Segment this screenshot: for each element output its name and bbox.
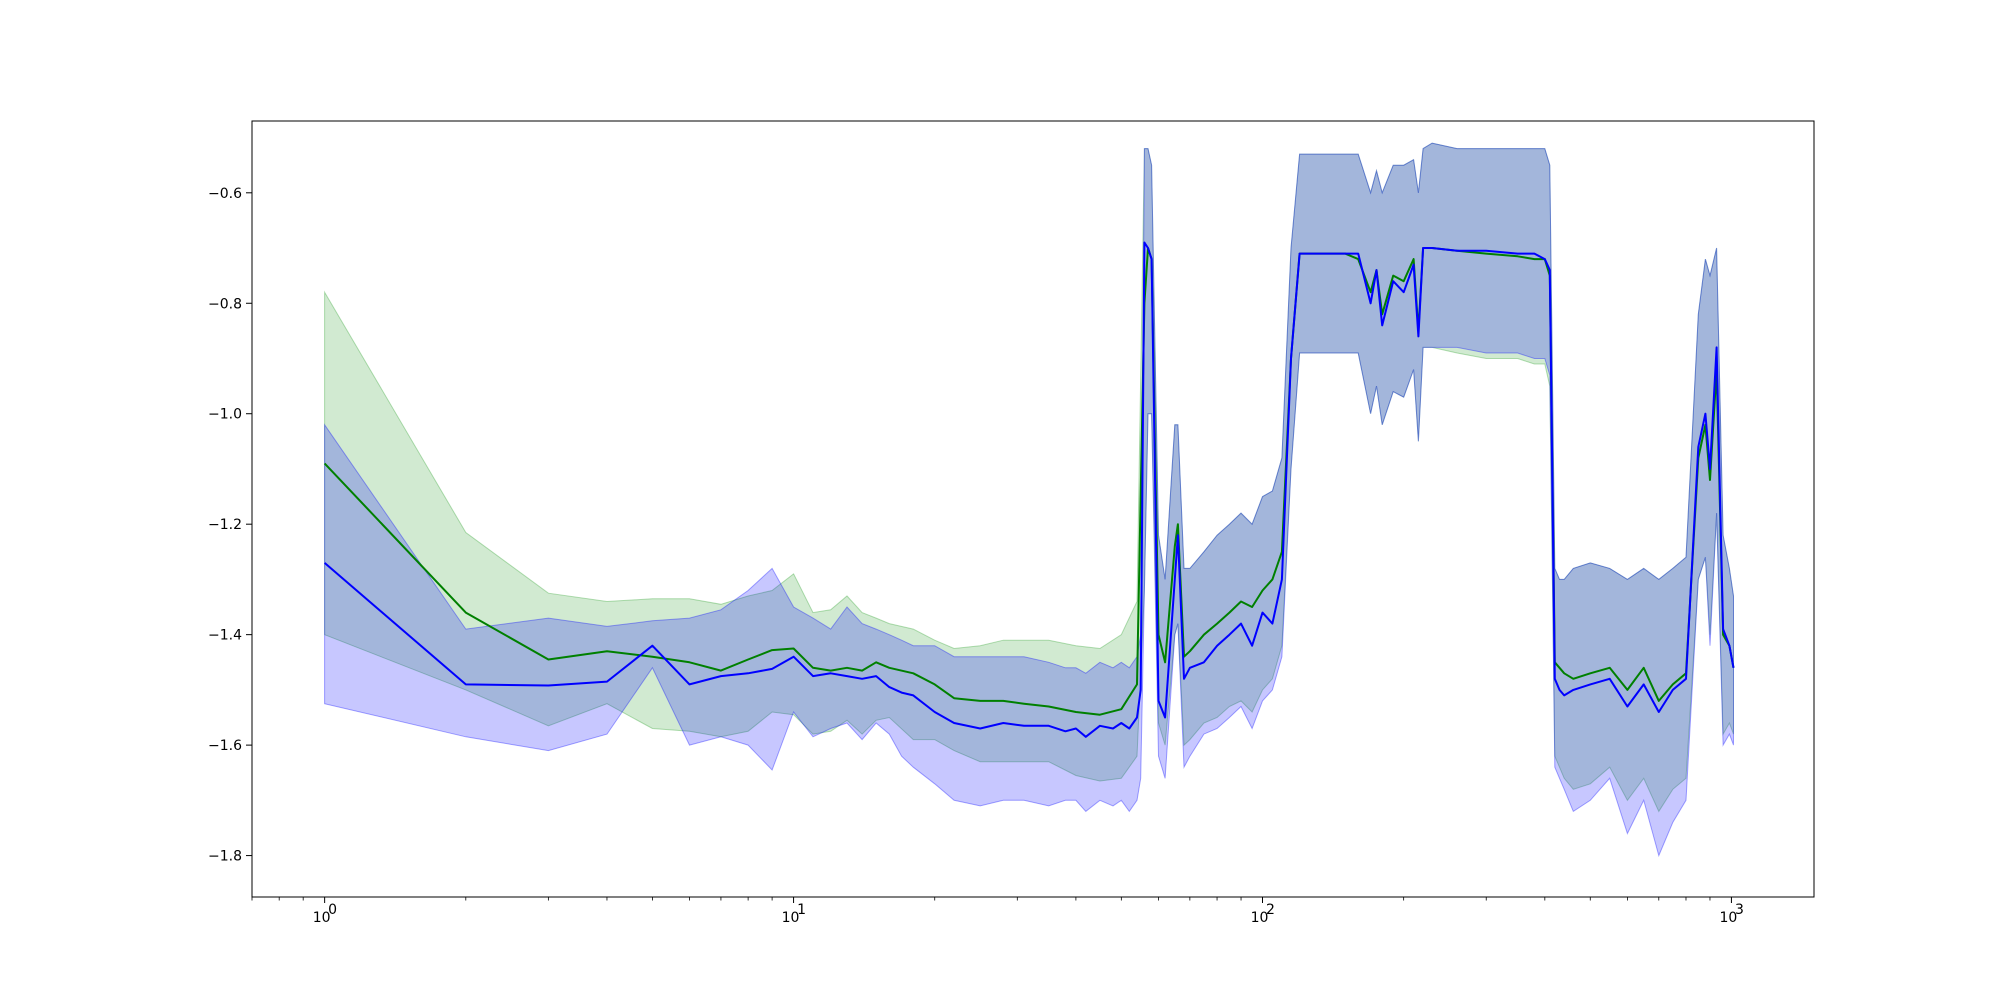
- y-tick-label: −1.6: [208, 738, 242, 754]
- x-tick-label: 10: [1251, 910, 1269, 926]
- x-tick-label: 10: [313, 910, 331, 926]
- y-tick-label: −1.0: [208, 407, 242, 423]
- series-1-line: [323, 247, 1735, 716]
- axes-frame: [251, 120, 1815, 898]
- x-tick-exponent: 1: [797, 902, 806, 918]
- y-tick-label: −1.4: [208, 628, 242, 644]
- x-axis: 100 101 102 103: [251, 897, 1744, 926]
- y-tick-label: −1.2: [208, 517, 242, 533]
- y-tick-label: −0.6: [208, 186, 242, 202]
- series-2-line: [323, 241, 1735, 738]
- x-tick-exponent: 3: [1735, 902, 1744, 918]
- x-tick-exponent: 0: [328, 902, 337, 918]
- x-tick-exponent: 2: [1266, 902, 1275, 918]
- y-tick-label: −0.8: [208, 296, 242, 312]
- x-tick-label: 10: [1720, 910, 1738, 926]
- x-tick-label: 10: [782, 910, 800, 926]
- y-axis: −1.8 −1.6 −1.4 −1.2 −1.0 −0.8 −0.6: [208, 186, 252, 865]
- plot-area: [323, 142, 1735, 858]
- y-tick-label: −1.8: [208, 849, 242, 865]
